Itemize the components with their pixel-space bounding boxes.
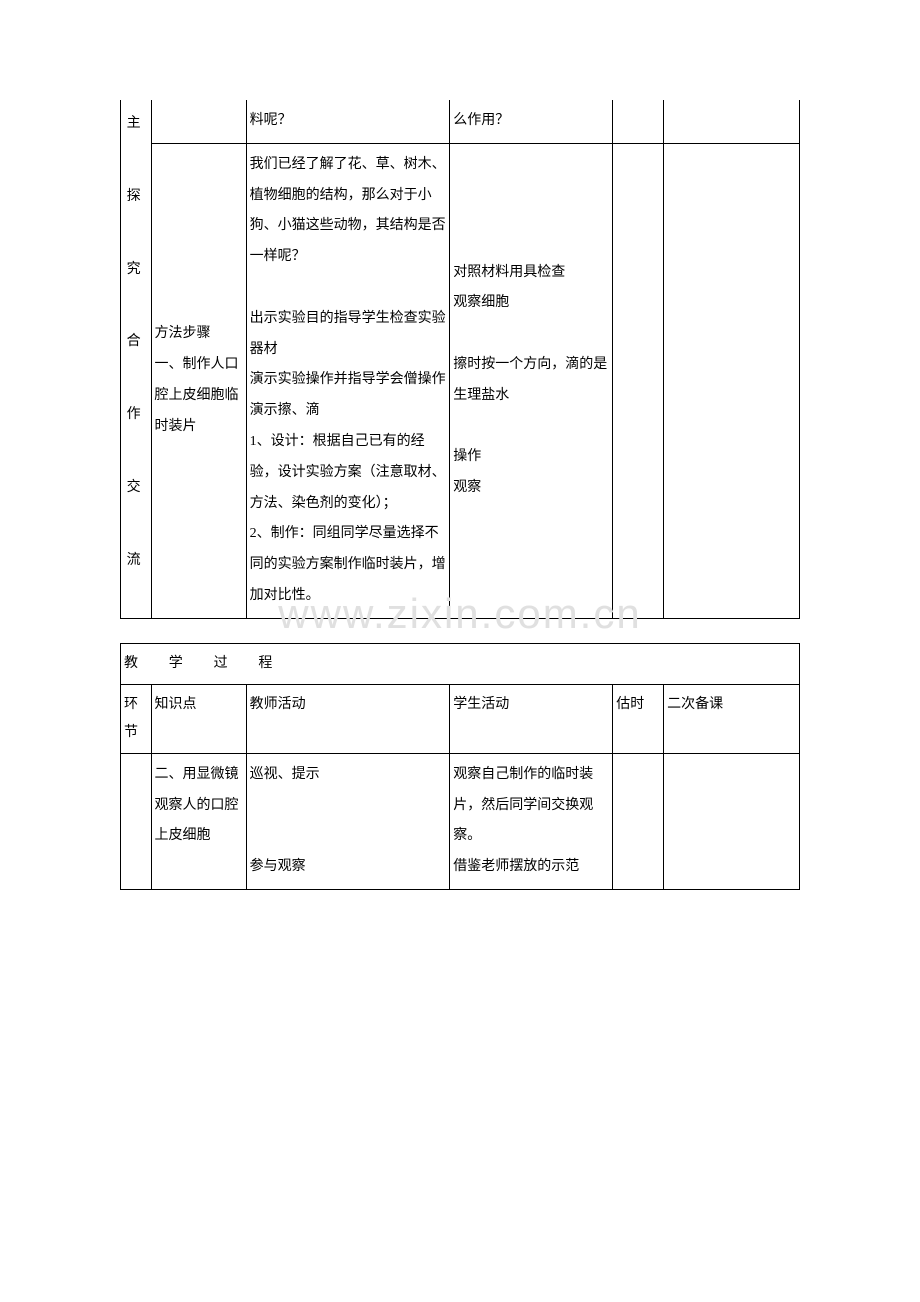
col-header: 学生活动	[450, 684, 613, 753]
cell-teacher-activity: 我们已经了解了花、草、树木、植物细胞的结构，那么对于小狗、小猫这些动物，其结构是…	[246, 143, 450, 618]
cell	[613, 100, 664, 143]
cell-student-activity: 观察自己制作的临时装片，然后同学间交换观察。 借鉴老师摆放的示范	[450, 753, 613, 889]
cell-student-activity: 对照材料用具检查 观察细胞 擦时按一个方向，滴的是生理盐水 操作 观察	[450, 143, 613, 618]
table-row: 主 探 究 合 作 交 流 料呢？ 么作用？	[121, 100, 800, 143]
cell-knowledge: 二、用显微镜观察人的口腔上皮细胞	[151, 753, 246, 889]
cell: 么作用？	[450, 100, 613, 143]
cell-notes	[664, 753, 800, 889]
col-header: 二次备课	[664, 684, 800, 753]
col-header: 知识点	[151, 684, 246, 753]
cell-header-title: 教 学 过 程	[121, 643, 800, 684]
cell-notes	[664, 143, 800, 618]
cell: 料呢？	[246, 100, 450, 143]
table-columns-row: 环节 知识点 教师活动 学生活动 估时 二次备课	[121, 684, 800, 753]
table-2: 教 学 过 程 环节 知识点 教师活动 学生活动 估时 二次备课 二、用显微镜观…	[120, 643, 800, 890]
cell-section-title: 主 探 究 合 作 交 流	[121, 100, 152, 618]
table-1: 主 探 究 合 作 交 流 料呢？ 么作用？ 方法步骤 一、制作人口腔上皮细胞临…	[120, 100, 800, 619]
cell	[664, 100, 800, 143]
col-header: 环节	[121, 684, 152, 753]
col-header: 估时	[613, 684, 664, 753]
table-row: 二、用显微镜观察人的口腔上皮细胞 巡视、提示 参与观察 观察自己制作的临时装片，…	[121, 753, 800, 889]
cell	[151, 100, 246, 143]
col-header: 教师活动	[246, 684, 450, 753]
table-header-row: 教 学 过 程	[121, 643, 800, 684]
cell-time	[613, 143, 664, 618]
cell-method-steps: 方法步骤 一、制作人口腔上皮细胞临时装片	[151, 143, 246, 618]
cell-teacher-activity: 巡视、提示 参与观察	[246, 753, 450, 889]
cell-time	[613, 753, 664, 889]
table-row: 方法步骤 一、制作人口腔上皮细胞临时装片 我们已经了解了花、草、树木、植物细胞的…	[121, 143, 800, 618]
cell	[121, 753, 152, 889]
